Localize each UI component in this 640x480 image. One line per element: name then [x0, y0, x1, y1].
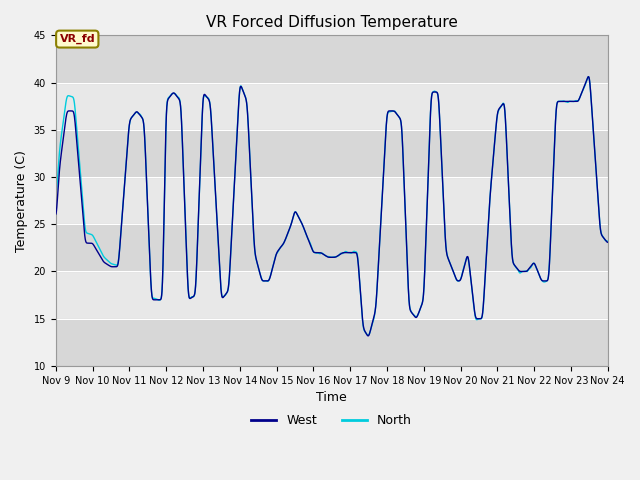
Bar	[56, 36, 608, 83]
Title: VR Forced Diffusion Temperature: VR Forced Diffusion Temperature	[206, 15, 458, 30]
Bar	[56, 130, 608, 177]
X-axis label: Time: Time	[316, 391, 347, 404]
Legend: West, North: West, North	[246, 409, 417, 432]
Bar	[56, 319, 608, 366]
Text: VR_fd: VR_fd	[60, 34, 95, 44]
Y-axis label: Temperature (C): Temperature (C)	[15, 150, 28, 252]
Bar	[56, 224, 608, 272]
